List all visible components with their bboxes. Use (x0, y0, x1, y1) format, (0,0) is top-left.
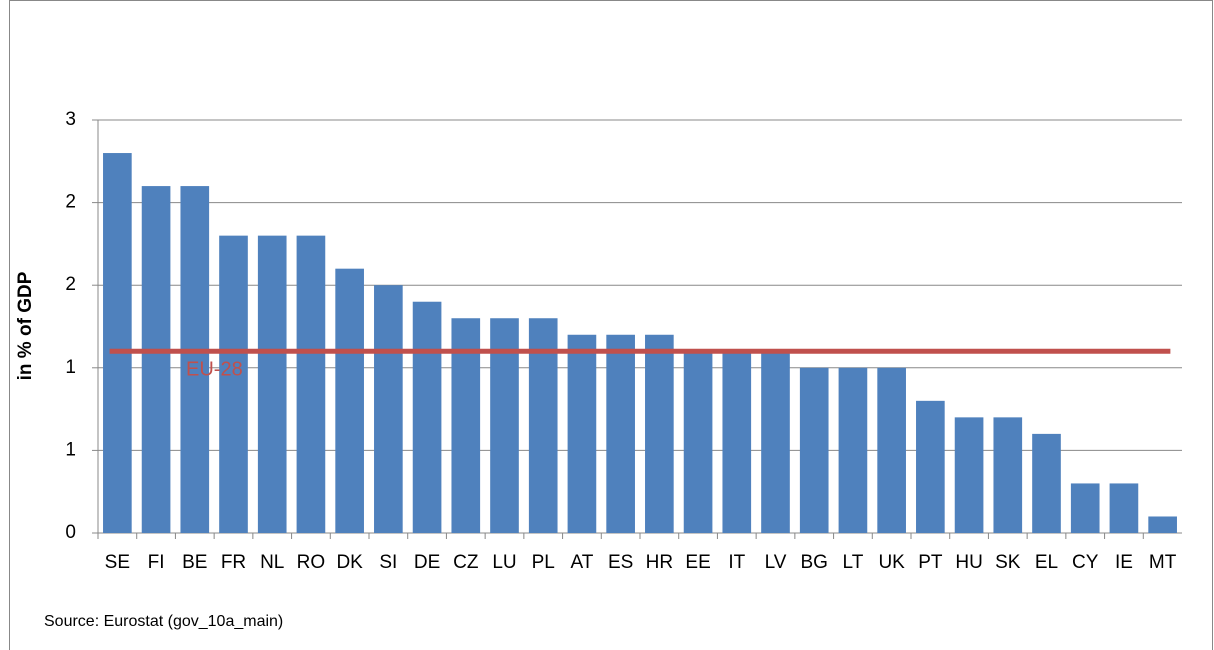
bar (180, 186, 210, 533)
x-tick-label: CZ (453, 552, 479, 573)
x-tick-label: LU (492, 552, 516, 573)
bar (451, 318, 481, 533)
x-tick-label: RO (297, 552, 326, 573)
bar (877, 367, 906, 533)
bar (606, 334, 635, 533)
x-tick-label: NL (260, 552, 284, 573)
x-tick-label: FI (148, 552, 165, 573)
x-tick-label: PL (532, 552, 555, 573)
bar (645, 334, 674, 533)
bar (683, 351, 713, 533)
x-tick-label: DK (336, 552, 363, 573)
x-tick-label: FR (221, 552, 246, 573)
chart-frame (9, 0, 1213, 650)
x-tick-label: ES (608, 552, 633, 573)
bar (490, 318, 519, 533)
y-tick-label: 1 (65, 439, 76, 460)
x-tick-label: BG (800, 552, 827, 573)
bar (219, 235, 248, 533)
x-tick-label: IE (1115, 552, 1133, 573)
x-tick-label: PT (918, 552, 943, 573)
bar (838, 367, 868, 533)
bar (567, 334, 597, 533)
bar (993, 417, 1023, 533)
x-tick-label: EE (685, 552, 710, 573)
x-tick-label: HR (646, 552, 673, 573)
x-tick-label: HU (955, 552, 982, 573)
bar (141, 186, 171, 533)
x-tick-label: SE (105, 552, 130, 573)
x-tick-label: SI (379, 552, 397, 573)
x-tick-label: AT (570, 552, 593, 573)
bar (1032, 433, 1061, 533)
bar (412, 301, 442, 533)
x-tick-label: EL (1035, 552, 1058, 573)
x-tick-label: BE (182, 552, 207, 573)
y-tick-label: 2 (65, 192, 76, 213)
x-tick-label: DE (414, 552, 440, 573)
bar (103, 153, 132, 534)
bar (722, 351, 752, 533)
bar (528, 318, 558, 533)
x-tick-label: SK (995, 552, 1021, 573)
y-tick-label: 2 (65, 274, 76, 295)
bar (374, 285, 403, 533)
y-tick-label: 0 (65, 522, 76, 543)
bar (1109, 483, 1139, 533)
x-tick-label: LT (843, 552, 864, 573)
source-note: Source: Eurostat (gov_10a_main) (44, 613, 283, 630)
y-tick-label: 3 (65, 109, 76, 130)
bar (335, 268, 364, 533)
y-axis-label: in % of GDP (15, 271, 36, 380)
x-tick-label: MT (1149, 552, 1177, 573)
bar (761, 351, 790, 533)
bar (799, 367, 829, 533)
y-tick-label: 1 (65, 357, 76, 378)
bar (1148, 516, 1177, 533)
bar (954, 417, 984, 533)
bar (916, 400, 945, 533)
bar (296, 235, 326, 533)
x-tick-label: LV (765, 552, 787, 573)
reference-label: EU-28 (186, 359, 243, 381)
x-tick-label: CY (1072, 552, 1099, 573)
bar (257, 235, 287, 533)
x-tick-label: UK (878, 552, 905, 573)
x-tick-label: IT (728, 552, 745, 573)
bar (1070, 483, 1100, 533)
